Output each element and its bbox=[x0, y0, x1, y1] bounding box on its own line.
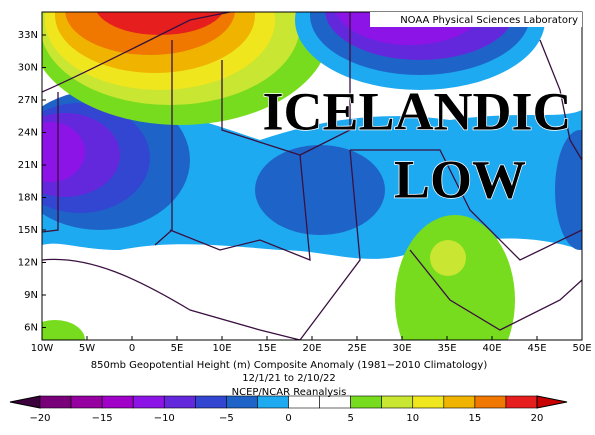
lon-label: 25E bbox=[347, 343, 366, 354]
lon-label: 5E bbox=[171, 343, 184, 354]
lat-label: 15N bbox=[18, 225, 38, 236]
lon-label: 10E bbox=[212, 343, 231, 354]
colorbar-bin bbox=[163, 395, 196, 409]
colorbar-bin bbox=[70, 395, 103, 409]
lat-label: 30N bbox=[18, 63, 38, 74]
colorbar-bin bbox=[505, 395, 538, 409]
credit-box bbox=[370, 12, 582, 27]
lon-label: 0 bbox=[129, 343, 135, 354]
colorbar-label: 10 bbox=[406, 413, 419, 424]
lon-label: 20E bbox=[302, 343, 321, 354]
colorbar-bin bbox=[474, 395, 507, 409]
colorbar-bin bbox=[132, 395, 165, 409]
colorbar-label: 20 bbox=[531, 413, 544, 424]
colorbar-label: −10 bbox=[154, 413, 175, 424]
colorbar-label: −5 bbox=[219, 413, 234, 424]
lat-label: 6N bbox=[24, 323, 38, 334]
overlay-title: LOW bbox=[394, 149, 526, 209]
lon-label: 40E bbox=[482, 343, 501, 354]
lat-label: 9N bbox=[24, 290, 38, 301]
colorbar-bin bbox=[39, 395, 72, 409]
colorbar-label: −20 bbox=[29, 413, 50, 424]
colorbar-bin bbox=[443, 395, 476, 409]
lon-label: 45E bbox=[527, 343, 546, 354]
lon-label: 35E bbox=[437, 343, 456, 354]
anomaly-field bbox=[42, 12, 582, 340]
colorbar-bin bbox=[412, 395, 445, 409]
caption: 850mb Geopotential Height (m) Composite … bbox=[91, 360, 488, 371]
colorbar-end bbox=[9, 395, 41, 409]
colorbar-bin bbox=[350, 395, 382, 409]
lat-label: 27N bbox=[18, 95, 38, 106]
credit: NOAA Physical Sciences Laboratory bbox=[400, 15, 578, 26]
colorbar-label: 15 bbox=[469, 413, 482, 424]
caption: 12/1/21 to 2/10/22 bbox=[242, 373, 336, 384]
colorbar-end bbox=[536, 395, 568, 409]
colorbar-bin bbox=[195, 395, 227, 409]
lon-label: 30E bbox=[392, 343, 411, 354]
colorbar-bin bbox=[381, 395, 414, 409]
lat-label: 24N bbox=[18, 128, 38, 139]
lat-label: 12N bbox=[18, 258, 38, 269]
lat-label: 33N bbox=[18, 30, 38, 41]
lon-label: 50E bbox=[572, 343, 591, 354]
overlay-title: ICELANDIC bbox=[262, 81, 571, 141]
lon-label: 15E bbox=[257, 343, 276, 354]
colorbar-label: 5 bbox=[347, 413, 353, 424]
lon-label: 10W bbox=[31, 343, 54, 354]
colorbar-label: −15 bbox=[92, 413, 113, 424]
caption-source: NCEP/NCAR Reanalysis bbox=[232, 387, 347, 398]
colorbar-bin bbox=[101, 395, 134, 409]
colorbar-label: 0 bbox=[285, 413, 291, 424]
lon-label: 5W bbox=[79, 343, 95, 354]
lat-label: 18N bbox=[18, 193, 38, 204]
lat-label: 21N bbox=[18, 160, 38, 171]
